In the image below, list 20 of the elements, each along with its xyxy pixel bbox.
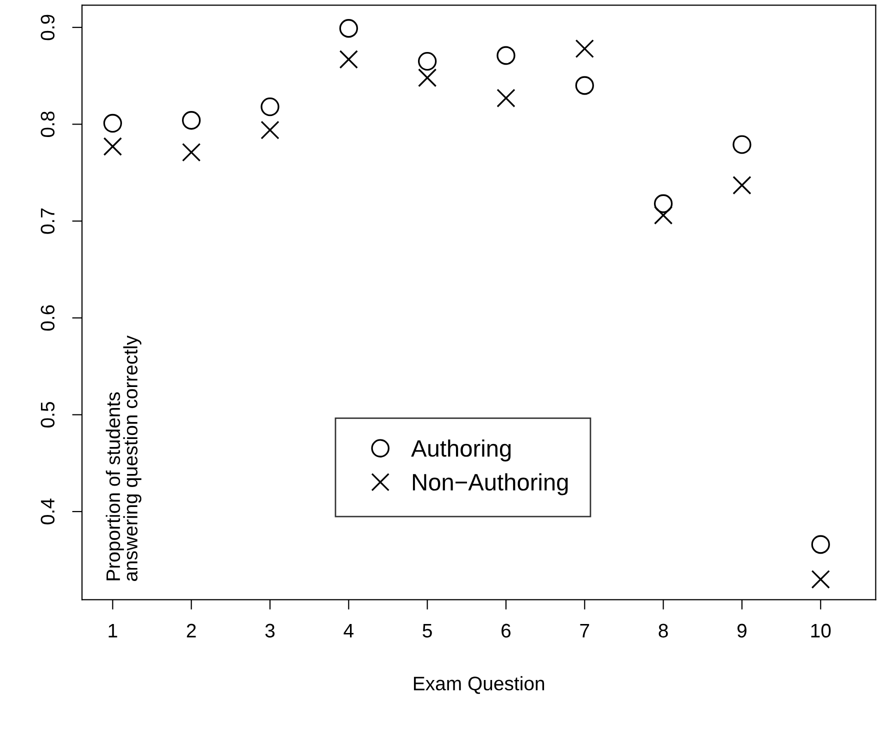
legend-label: Authoring <box>411 439 511 462</box>
x-tick-label: 2 <box>186 624 196 638</box>
x-tick-label: 4 <box>344 624 354 638</box>
y-tick-label: 0.7 <box>40 208 55 234</box>
y-tick-label: 0.4 <box>40 498 55 524</box>
x-tick-label: 7 <box>580 624 590 638</box>
x-tick-label: 3 <box>265 624 275 638</box>
x-tick-label: 5 <box>422 624 432 638</box>
y-tick-label: 0.9 <box>40 14 55 40</box>
x-tick-label: 8 <box>658 624 668 638</box>
y-axis-title: Proportion of students answering question correctly <box>106 335 142 582</box>
y-tick-label: 0.6 <box>40 305 55 331</box>
x-axis-title: Exam Question <box>414 676 544 694</box>
x-tick-label: 10 <box>811 624 831 638</box>
x-tick-label: 9 <box>737 624 746 638</box>
y-tick-label: 0.8 <box>40 112 55 137</box>
y-tick-label: 0.5 <box>40 402 55 428</box>
x-tick-label: 1 <box>108 624 118 638</box>
legend-label: Non−Authoring <box>412 473 568 496</box>
x-tick-label: 6 <box>502 624 511 638</box>
